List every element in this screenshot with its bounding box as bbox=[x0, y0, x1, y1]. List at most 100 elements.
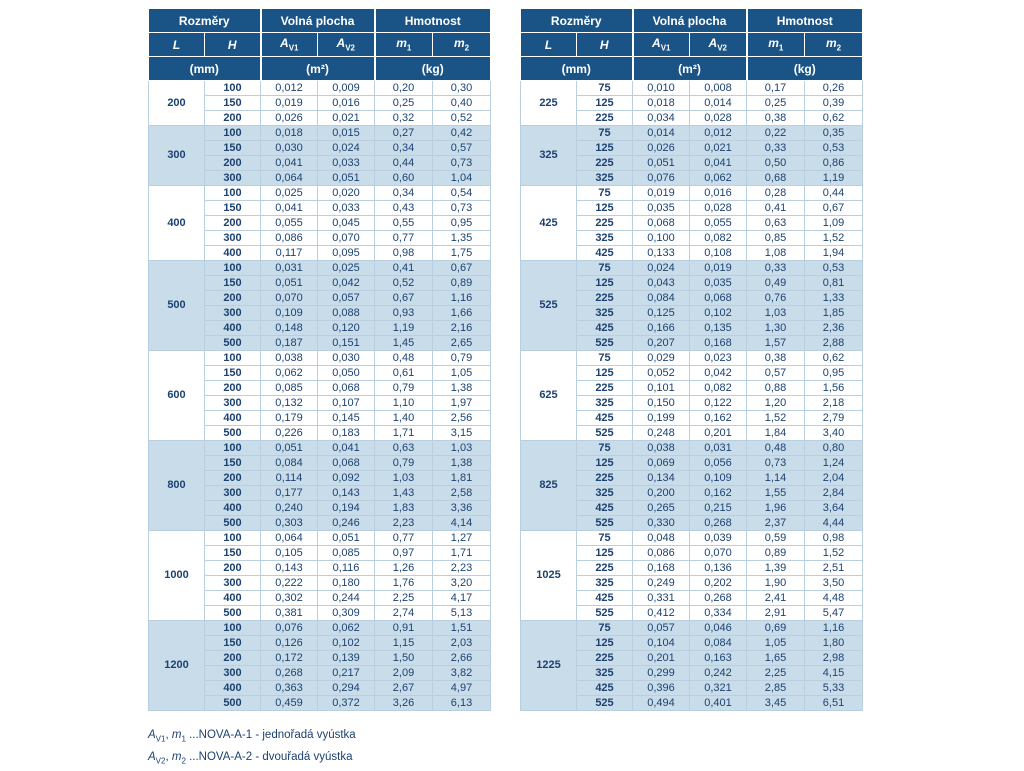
data-cell: 4,44 bbox=[804, 515, 864, 531]
unit-m2: (m²) bbox=[631, 56, 748, 81]
data-cell: 0,38 bbox=[746, 110, 806, 126]
h-value: 425 bbox=[576, 245, 633, 261]
data-cell: 0,55 bbox=[374, 215, 434, 231]
data-cell: 0,33 bbox=[746, 260, 806, 276]
data-cell: 0,015 bbox=[316, 125, 376, 141]
data-cell: 0,024 bbox=[316, 140, 376, 156]
data-cell: 2,84 bbox=[804, 485, 864, 501]
data-cell: 0,26 bbox=[804, 80, 864, 96]
data-cell: 0,009 bbox=[316, 80, 376, 96]
h-value: 200 bbox=[204, 155, 261, 171]
data-cell: 0,046 bbox=[688, 620, 748, 636]
data-cell: 0,265 bbox=[632, 500, 690, 516]
data-cell: 0,051 bbox=[260, 275, 318, 291]
data-cell: 1,15 bbox=[374, 635, 434, 651]
h-value: 400 bbox=[204, 680, 261, 696]
table-row: 400 0,302 0,244 2,25 4,17 bbox=[149, 590, 492, 606]
data-cell: 0,69 bbox=[746, 620, 806, 636]
data-cell: 0,033 bbox=[316, 155, 376, 171]
h-value: 125 bbox=[576, 365, 633, 381]
data-cell: 0,98 bbox=[804, 530, 864, 546]
data-cell: 0,381 bbox=[260, 605, 318, 621]
data-cell: 0,088 bbox=[316, 305, 376, 321]
h-value: 425 bbox=[576, 500, 633, 516]
data-cell: 0,35 bbox=[804, 125, 864, 141]
table-row: 625 75 0,029 0,023 0,38 0,62 bbox=[520, 350, 864, 441]
data-cell: 0,95 bbox=[804, 365, 864, 381]
data-cell: 0,20 bbox=[374, 80, 434, 96]
data-cell: 0,240 bbox=[260, 500, 318, 516]
l-value: 1000 bbox=[148, 530, 205, 621]
data-cell: 0,035 bbox=[632, 200, 690, 216]
h-value: 225 bbox=[576, 650, 633, 666]
table-row: 325 0,249 0,202 1,90 3,50 bbox=[521, 575, 864, 591]
data-cell: 1,09 bbox=[804, 215, 864, 231]
data-cell: 0,101 bbox=[632, 380, 690, 396]
data-cell: 0,57 bbox=[432, 140, 492, 156]
data-cell: 1,33 bbox=[804, 290, 864, 306]
data-cell: 0,064 bbox=[260, 170, 318, 186]
data-cell: 2,25 bbox=[746, 665, 806, 681]
data-cell: 4,17 bbox=[432, 590, 492, 606]
l-value: 800 bbox=[148, 440, 205, 531]
data-cell: 0,014 bbox=[688, 95, 748, 111]
data-cell: 0,81 bbox=[804, 275, 864, 291]
table-row: 150 0,126 0,102 1,15 2,03 bbox=[149, 635, 492, 651]
unit-mm: (mm) bbox=[148, 56, 261, 81]
data-cell: 0,73 bbox=[432, 155, 492, 171]
data-cell: 0,97 bbox=[374, 545, 434, 561]
h-value: 325 bbox=[576, 485, 633, 501]
data-cell: 0,67 bbox=[374, 290, 434, 306]
h-value: 100 bbox=[204, 185, 261, 201]
data-cell: 0,163 bbox=[688, 650, 748, 666]
data-cell: 0,041 bbox=[260, 200, 318, 216]
h-value: 75 bbox=[576, 350, 633, 366]
data-cell: 0,084 bbox=[632, 290, 690, 306]
table-row: 125 0,035 0,028 0,41 0,67 bbox=[521, 200, 864, 216]
data-cell: 1,45 bbox=[374, 335, 434, 351]
data-cell: 2,25 bbox=[374, 590, 434, 606]
spec-table-right: Rozměry Volná plocha Hmotnost L H AV1 AV2 m1 m2(… bbox=[520, 8, 864, 711]
data-cell: 0,309 bbox=[316, 605, 376, 621]
table-row: 300 0,222 0,180 1,76 3,20 bbox=[149, 575, 492, 591]
data-cell: 0,226 bbox=[260, 425, 318, 441]
table-row: 425 0,166 0,135 1,30 2,36 bbox=[521, 320, 864, 336]
col-header-h: H bbox=[204, 32, 261, 57]
table-row: 125 0,069 0,056 0,73 1,24 bbox=[521, 455, 864, 471]
table-row: 325 0,150 0,122 1,20 2,18 bbox=[521, 395, 864, 411]
h-value: 500 bbox=[204, 695, 261, 711]
data-cell: 0,122 bbox=[688, 395, 748, 411]
table-row: 425 0,265 0,215 1,96 3,64 bbox=[521, 500, 864, 516]
data-cell: 0,082 bbox=[688, 380, 748, 396]
data-cell: 0,88 bbox=[746, 380, 806, 396]
data-cell: 0,109 bbox=[688, 470, 748, 486]
data-cell: 0,126 bbox=[260, 635, 318, 651]
l-value: 625 bbox=[520, 350, 577, 441]
h-value: 100 bbox=[204, 350, 261, 366]
data-cell: 0,030 bbox=[316, 350, 376, 366]
data-cell: 0,30 bbox=[432, 80, 492, 96]
table-row: 800 100 0,051 0,041 0,63 1,03 bbox=[148, 440, 492, 531]
data-cell: 1,65 bbox=[746, 650, 806, 666]
data-cell: 2,65 bbox=[432, 335, 492, 351]
data-cell: 0,084 bbox=[688, 635, 748, 651]
data-cell: 0,068 bbox=[632, 215, 690, 231]
data-cell: 0,025 bbox=[260, 185, 318, 201]
h-value: 200 bbox=[204, 215, 261, 231]
data-cell: 1,84 bbox=[746, 425, 806, 441]
data-cell: 1,94 bbox=[804, 245, 864, 261]
data-cell: 0,095 bbox=[316, 245, 376, 261]
data-cell: 0,302 bbox=[260, 590, 318, 606]
h-value: 200 bbox=[204, 110, 261, 126]
data-cell: 0,030 bbox=[260, 140, 318, 156]
data-cell: 2,91 bbox=[746, 605, 806, 621]
data-cell: 0,070 bbox=[316, 230, 376, 246]
data-cell: 0,303 bbox=[260, 515, 318, 531]
data-cell: 0,134 bbox=[632, 470, 690, 486]
table-row: 125 0,043 0,035 0,49 0,81 bbox=[521, 275, 864, 291]
data-cell: 0,062 bbox=[316, 620, 376, 636]
data-cell: 1,83 bbox=[374, 500, 434, 516]
h-value: 100 bbox=[204, 440, 261, 456]
data-cell: 0,014 bbox=[632, 125, 690, 141]
spec-table-left: Rozměry Volná plocha Hmotnost L H AV1 AV2 m1 m2(… bbox=[148, 8, 492, 711]
